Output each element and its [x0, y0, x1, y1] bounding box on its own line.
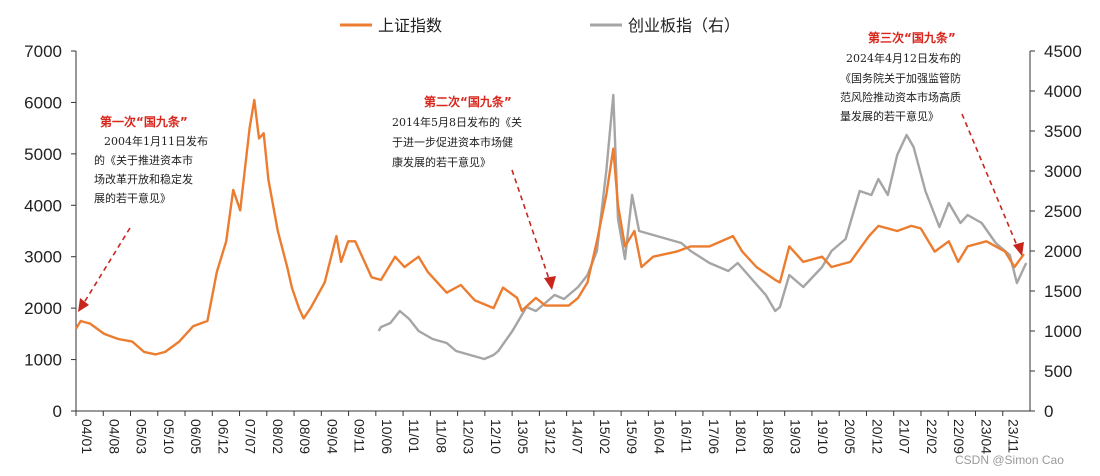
- annotation-1-arrowhead: [78, 298, 89, 312]
- annotation-1-line-1: 2004年1月11日发布: [104, 134, 208, 148]
- left-tick-label-7: 7000: [24, 42, 62, 61]
- annotation-3: 第三次“国九条” 2024年4月12日发布的 《国务院关于加强监管防 范风险推动…: [840, 30, 1024, 256]
- annotation-3-line-2: 《国务院关于加强监管防: [840, 71, 961, 85]
- annotation-1-line-4: 展的若干意见》: [94, 191, 171, 205]
- x-tick-label-34: 23/11: [1006, 419, 1022, 453]
- x-tick-label-13: 11/08: [433, 419, 449, 453]
- right-tick-label-0: 0: [1044, 402, 1053, 421]
- left-tick-label-2: 2000: [24, 299, 62, 318]
- x-tick-label-4: 06/05: [188, 419, 204, 454]
- right-tick-label-9: 4500: [1044, 42, 1082, 61]
- annotation-1: 第一次“国九条” 2004年1月11日发布 的《关于推进资本市 场改革开放和稳定…: [78, 114, 208, 312]
- right-axis-ticks: 0 500 1000 1500 2000 2500 3000 3500 4000 4500: [1030, 42, 1082, 421]
- annotation-2: 第二次“国九条” 2014年5月8日发布的《关 于进一步促进资本市场健 康发展的…: [392, 94, 556, 290]
- x-axis-ticks: 04/01 04/08 05/03 05/10 06/05 06/12 07/07 08/02…: [75, 411, 1022, 454]
- left-tick-label-4: 4000: [24, 196, 62, 215]
- x-tick-label-23: 17/06: [706, 419, 722, 454]
- x-tick-label-21: 16/04: [651, 419, 667, 454]
- annotation-2-line-1: 2014年5月8日发布的《关: [392, 115, 522, 129]
- x-tick-label-15: 12/10: [488, 419, 504, 454]
- annotation-3-arrowhead: [1013, 242, 1024, 256]
- annotation-1-line-2: 的《关于推进资本市: [94, 153, 193, 167]
- x-tick-label-28: 20/05: [842, 419, 858, 454]
- annotation-1-arrow: [81, 227, 131, 307]
- x-tick-label-30: 21/07: [897, 419, 913, 454]
- annotation-3-line-3: 范风险推动资本市场高质: [840, 90, 961, 104]
- watermark: CSDN @Simon Cao: [955, 453, 1064, 467]
- x-tick-label-14: 12/03: [461, 419, 477, 454]
- annotation-3-line-4: 量发展的若干意见》: [840, 109, 939, 123]
- right-tick-label-3: 1500: [1044, 282, 1082, 301]
- legend-label-chinext: 创业板指（右）: [628, 16, 740, 35]
- x-tick-label-25: 18/08: [760, 419, 776, 454]
- right-tick-label-1: 500: [1044, 362, 1072, 381]
- annotation-2-line-3: 康发展的若干意见》: [392, 155, 491, 169]
- x-tick-label-7: 08/02: [270, 419, 286, 454]
- x-tick-label-20: 15/09: [624, 419, 640, 454]
- legend: 上证指数 创业板指（右）: [340, 16, 740, 35]
- x-tick-label-18: 14/07: [570, 419, 586, 454]
- right-tick-label-6: 3000: [1044, 162, 1082, 181]
- x-tick-label-22: 16/11: [679, 419, 695, 453]
- x-tick-label-24: 18/01: [733, 419, 749, 454]
- right-tick-label-7: 3500: [1044, 122, 1082, 141]
- x-tick-label-2: 05/03: [134, 419, 150, 454]
- left-tick-label-1: 1000: [24, 351, 62, 370]
- x-tick-label-9: 09/04: [324, 419, 340, 454]
- x-tick-label-1: 04/08: [106, 419, 122, 454]
- right-tick-label-4: 2000: [1044, 242, 1082, 261]
- x-tick-label-19: 15/02: [597, 419, 613, 454]
- x-tick-label-10: 09/11: [352, 419, 368, 453]
- left-tick-label-6: 6000: [24, 93, 62, 112]
- x-tick-label-11: 10/06: [379, 419, 395, 454]
- series-layer: [74, 93, 1028, 361]
- left-tick-label-5: 5000: [24, 145, 62, 164]
- right-tick-label-5: 2500: [1044, 202, 1082, 221]
- annotation-1-line-3: 场改革开放和稳定发: [94, 172, 193, 186]
- legend-label-shanghai: 上证指数: [378, 16, 442, 35]
- annotation-2-arrowhead: [544, 276, 556, 290]
- annotation-1-title: 第一次“国九条”: [100, 114, 188, 129]
- x-tick-label-0: 04/01: [79, 419, 95, 454]
- annotation-3-arrow: [961, 113, 1019, 249]
- x-tick-label-26: 19/03: [788, 419, 804, 454]
- right-tick-label-8: 4000: [1044, 82, 1082, 101]
- left-tick-label-0: 0: [53, 402, 62, 421]
- x-tick-label-8: 08/09: [297, 419, 313, 454]
- left-axis-ticks: 0 1000 2000 3000 4000 5000 6000 7000: [24, 42, 76, 421]
- x-tick-label-3: 05/10: [161, 419, 177, 454]
- x-tick-label-5: 06/12: [215, 419, 231, 454]
- annotation-3-line-1: 2024年4月12日发布的: [846, 51, 961, 65]
- series-line-chinext: [377, 93, 1028, 361]
- x-tick-label-32: 22/09: [951, 419, 967, 454]
- right-tick-label-2: 1000: [1044, 322, 1082, 341]
- x-tick-label-12: 11/01: [406, 419, 422, 453]
- series-line-shanghai: [74, 98, 1025, 356]
- x-tick-label-29: 20/12: [869, 419, 885, 454]
- annotation-2-line-2: 于进一步促进资本市场健: [392, 135, 513, 149]
- x-tick-label-17: 13/12: [542, 419, 558, 454]
- annotation-3-title: 第三次“国九条”: [868, 30, 956, 45]
- x-tick-label-6: 07/07: [243, 419, 259, 454]
- left-tick-label-3: 3000: [24, 248, 62, 267]
- annotation-2-arrow: [511, 169, 551, 283]
- x-tick-label-27: 19/10: [815, 419, 831, 454]
- annotation-2-title: 第二次“国九条”: [424, 94, 512, 109]
- x-tick-label-33: 23/04: [978, 419, 994, 454]
- x-tick-label-31: 22/02: [924, 419, 940, 454]
- x-tick-label-16: 13/05: [515, 419, 531, 454]
